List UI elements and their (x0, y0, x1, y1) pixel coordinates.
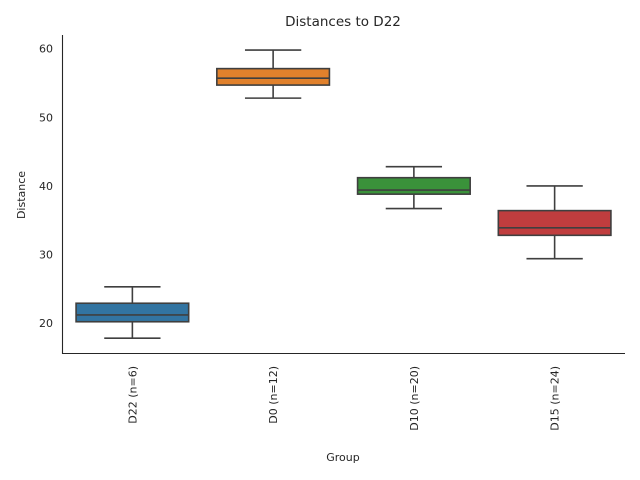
chart-title: Distances to D22 (285, 14, 401, 30)
box-group (216, 49, 331, 99)
y-tick-label: 30 (39, 249, 53, 262)
y-axis-label: Distance (15, 171, 28, 219)
box-group (75, 285, 190, 340)
y-tick-label: 40 (39, 180, 53, 193)
y-tick-label: 60 (39, 43, 53, 56)
box-group (497, 185, 612, 260)
boxes (75, 49, 612, 340)
x-tick-label: D0 (n=12) (267, 366, 280, 424)
x-tick-label: D15 (n=24) (549, 366, 562, 431)
box-group (356, 165, 471, 210)
box-iqr (75, 302, 190, 323)
box-iqr (497, 209, 612, 237)
y-tick-label: 50 (39, 111, 53, 124)
x-ticks: D22 (n=6) D0 (n=12) D10 (n=20) D15 (n=24) (126, 366, 561, 431)
y-tick-label: 20 (39, 317, 53, 330)
x-tick-label: D10 (n=20) (408, 366, 421, 431)
box-iqr (356, 176, 471, 195)
x-axis-label: Group (326, 451, 360, 464)
y-ticks: 20 30 40 50 60 (39, 43, 53, 330)
box-iqr (216, 67, 331, 86)
x-tick-label: D22 (n=6) (126, 366, 139, 424)
axes (61, 35, 625, 355)
